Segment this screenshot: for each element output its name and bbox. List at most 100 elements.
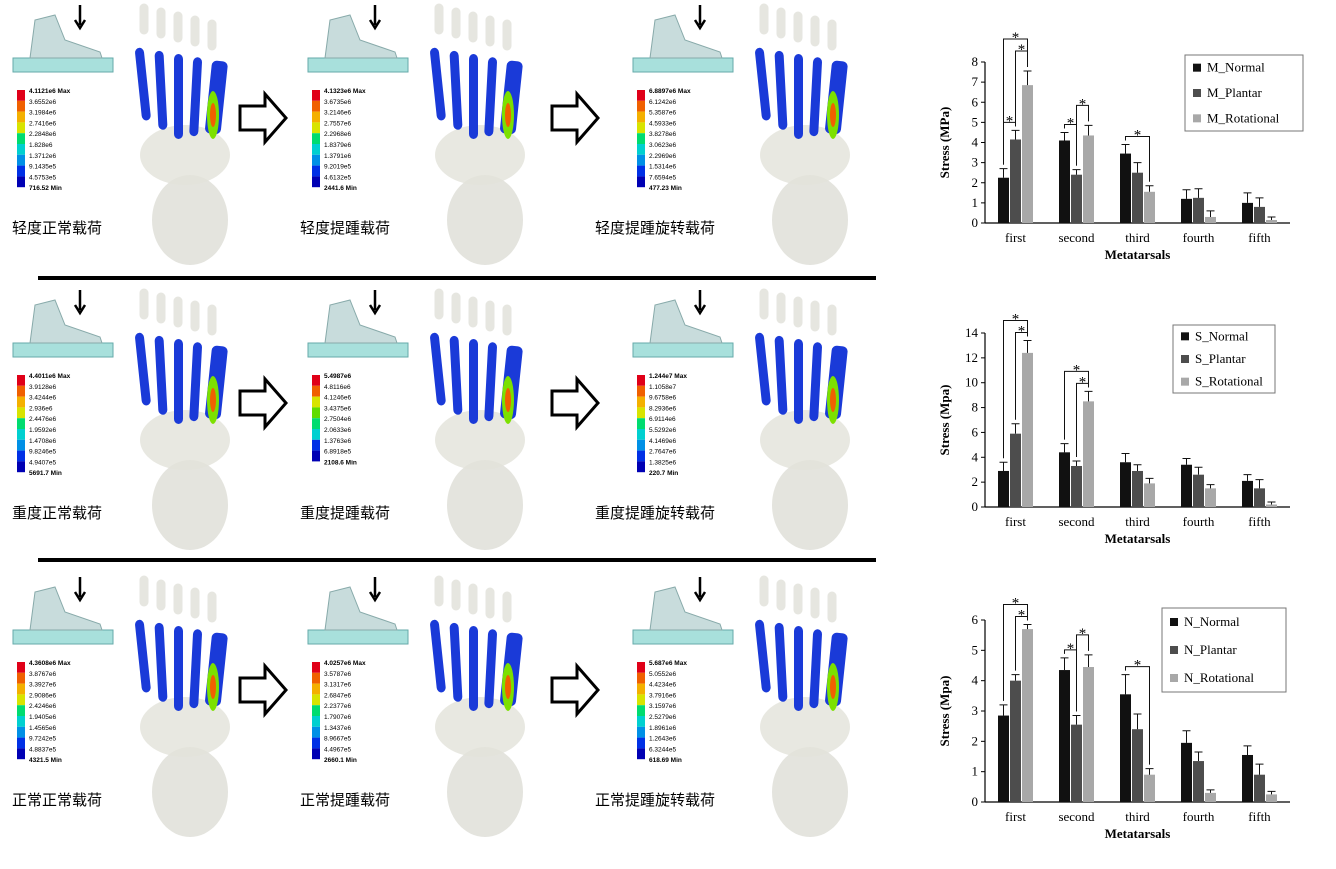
x-tick-label: second [1058,809,1095,824]
scale-swatch [637,726,645,738]
significance-label: * [1134,658,1142,674]
scale-swatch [312,694,320,706]
scale-swatch [637,165,645,177]
metatarsal [430,47,446,121]
scale-swatch [17,396,25,408]
scale-swatch [637,461,645,473]
y-tick-label: 6 [972,424,979,439]
load-arrow [693,577,707,603]
significance-label: * [1018,42,1026,58]
scale-label: 9.7242e5 [29,736,56,743]
scale-swatch [637,737,645,749]
error-bar [1023,70,1032,86]
error-bar [1072,460,1081,466]
caption: 正常提踵旋转载荷 [595,792,715,809]
bar [1022,85,1033,223]
bar [1144,191,1155,223]
scale-swatch [637,154,645,166]
legend-swatch [1170,618,1178,626]
metatarsal [755,332,771,406]
scale-label: 1.3763e6 [324,438,351,445]
load-arrow [368,290,382,316]
scale-swatch [637,429,645,440]
scale-swatch [312,133,320,144]
scale-label: 2.7557e6 [324,120,351,127]
scale-label: 2.0633e6 [324,427,351,434]
x-tick-label: third [1125,809,1150,824]
scale-swatch [312,396,320,408]
load-arrow [368,577,382,603]
bar [1181,464,1192,507]
significance-bracket [1003,38,1028,165]
y-tick-label: 0 [972,794,979,809]
scale-label: 1.4708e6 [29,438,56,445]
bar [1193,761,1204,802]
scale-label: 4.8116e6 [324,384,351,391]
legend-label: M_Rotational [1207,110,1280,125]
scale-swatch [17,154,25,166]
legend-swatch [1193,114,1201,123]
foot-icon [29,14,103,59]
scale-swatch [17,176,25,188]
metatarsal [449,622,463,702]
scale-label: 8.2936e6 [649,405,676,412]
plate [307,57,409,73]
scale-swatch [637,375,645,386]
scale-swatch [312,122,320,134]
x-tick-label: third [1125,230,1150,245]
y-tick-label: 14 [965,325,979,340]
bar [1132,470,1143,507]
error-bar [999,461,1008,471]
legend-swatch [1181,355,1189,363]
midfoot [435,125,525,185]
scale-label: 1.3791e6 [324,153,351,160]
scale-swatch [312,439,320,451]
midfoot [140,125,230,185]
bar [1181,198,1192,223]
scale-swatch [312,672,320,684]
plate [632,57,734,73]
significance-bracket [1076,634,1089,712]
scale-swatch [17,439,25,451]
scale-label: 5.5292e6 [649,427,676,434]
bar [1010,680,1021,802]
legend-label: N_Rotational [1184,670,1254,685]
y-tick-label: 5 [972,114,979,129]
error-bar [1267,216,1276,220]
metatarsal [174,339,183,424]
foot-icon [29,299,103,344]
error-bar [1060,131,1069,141]
bar [1071,465,1082,507]
scale-swatch [637,705,645,716]
scale-swatch [312,726,320,738]
scale-swatch [637,144,645,155]
y-tick-label: 6 [972,94,979,109]
bar [1242,202,1253,223]
metatarsal [174,626,183,711]
significance-label: * [1006,113,1014,129]
scale-swatch [637,176,645,188]
stress-peak [830,388,836,412]
bar [1059,670,1070,802]
significance-label: * [1012,311,1020,327]
bar [1010,433,1021,507]
load-arrow [368,5,382,31]
error-bar [1243,192,1252,203]
stress-peak [210,675,216,699]
error-bar [1206,789,1215,793]
scale-label: 4.1246e6 [324,395,351,402]
scale-label: 4.1469e6 [649,438,676,445]
significance-bracket [1125,136,1150,182]
metatarsal [430,332,446,406]
y-axis-label: Stress (Mpa) [937,385,952,456]
scale-swatch [637,748,645,760]
scale-swatch [312,165,320,177]
scale-swatch [312,407,320,419]
caption: 轻度提踵旋转载荷 [595,220,715,237]
scale-swatch [637,111,645,123]
scale-swatch [637,716,645,727]
scale-label: 9.2019e5 [324,164,351,171]
fea-panel: 4.3608e6 Max 3.8767e6 3.3927e6 2.9086e6 2.42… [12,575,230,837]
metatarsal [484,57,497,137]
scale-label: 2.6847e6 [324,692,351,699]
